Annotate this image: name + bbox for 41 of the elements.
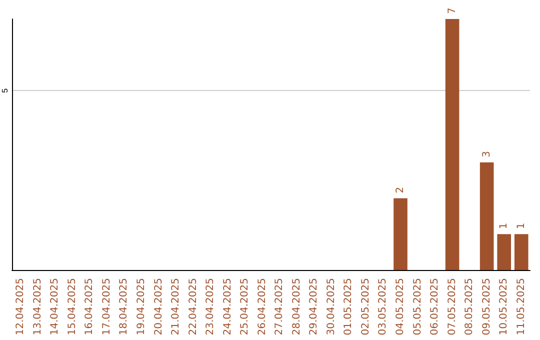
x-tick-label: 06.05.2025 — [430, 278, 441, 336]
x-tick-label: 22.04.2025 — [188, 278, 199, 336]
x-tick-label: 15.04.2025 — [66, 278, 78, 336]
data-label: 3 — [481, 151, 492, 158]
y-tick-label: 5 — [0, 88, 10, 93]
x-tick-label: 04.05.2025 — [395, 278, 406, 336]
x-tick-label: 12.04.2025 — [15, 278, 26, 336]
data-label: 1 — [498, 222, 510, 230]
x-tick-label: 11.05.2025 — [516, 278, 527, 336]
x-tick-label: 20.04.2025 — [153, 278, 164, 336]
x-tick-label: 03.05.2025 — [378, 278, 389, 336]
x-tick-label: 29.04.2025 — [308, 278, 320, 336]
x-tick-label: 01.05.2025 — [343, 278, 354, 336]
x-tick-label: 30.04.2025 — [326, 278, 337, 336]
x-tick-label: 23.04.2025 — [205, 278, 216, 336]
bar — [480, 162, 494, 270]
x-tick-label: 14.04.2025 — [50, 278, 61, 336]
x-tick-label: 18.04.2025 — [118, 278, 130, 336]
x-tick-label: 25.04.2025 — [240, 278, 251, 336]
x-tick-label: 24.04.2025 — [222, 278, 234, 336]
x-tick-label: 27.04.2025 — [274, 278, 286, 336]
bar — [514, 234, 528, 270]
x-tick-label: 26.04.2025 — [256, 278, 268, 336]
x-tick-label: 09.05.2025 — [481, 278, 492, 336]
x-tick-label: 05.05.2025 — [412, 278, 424, 336]
x-tick-label: 13.04.2025 — [32, 278, 44, 336]
x-tick-label: 07.05.2025 — [446, 278, 458, 336]
x-tick-label: 16.04.2025 — [84, 278, 96, 336]
data-label: 2 — [395, 186, 406, 194]
x-tick-label: 02.05.2025 — [360, 278, 372, 336]
bar — [394, 198, 408, 270]
x-tick-label: 21.04.2025 — [170, 278, 182, 336]
x-tick-label: 19.04.2025 — [136, 278, 147, 336]
data-label: 1 — [516, 222, 527, 230]
x-tick-label: 08.05.2025 — [464, 278, 476, 336]
x-tick-label: 28.04.2025 — [291, 278, 302, 336]
x-tick-label: 17.04.2025 — [101, 278, 112, 336]
bar — [497, 234, 512, 270]
x-tick-label: 10.05.2025 — [498, 278, 510, 336]
bar — [445, 19, 460, 270]
data-label: 7 — [446, 8, 458, 14]
